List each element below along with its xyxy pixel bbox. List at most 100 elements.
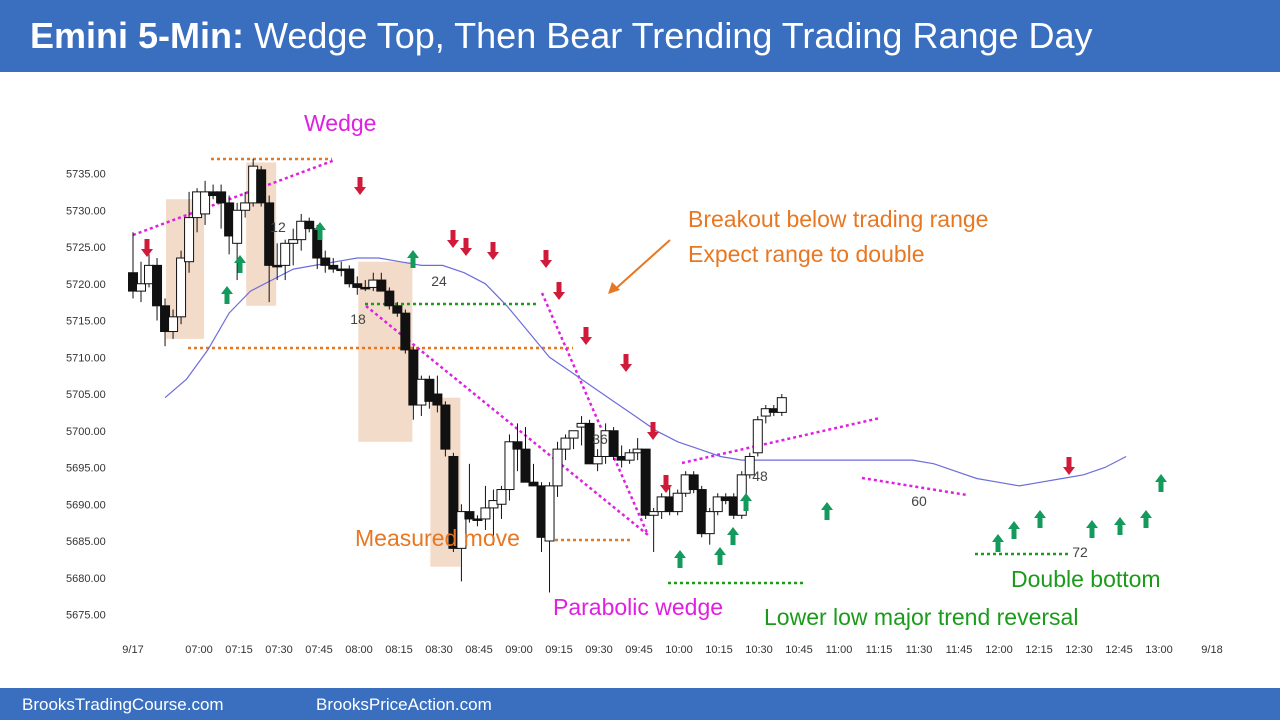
x-tick-label: 07:45 [305, 644, 333, 656]
annotation-double-bottom: Double bottom [1011, 566, 1161, 592]
x-tick-label: 9/18 [1201, 644, 1222, 656]
bar-count-label: 18 [350, 311, 366, 327]
bull-candle [184, 217, 195, 263]
y-tick-label: 5685.00 [66, 536, 106, 548]
footer-bar: BrooksTradingCourse.com BrooksPriceActio… [0, 688, 1280, 720]
x-tick-label: 11:00 [826, 644, 853, 656]
y-tick-label: 5720.00 [66, 279, 106, 291]
x-tick-label: 07:15 [225, 644, 253, 656]
bull-arrow-icon [674, 550, 686, 568]
x-tick-label: 09:45 [625, 644, 653, 656]
x-tick-label: 07:00 [185, 644, 213, 656]
x-tick-label: 09:00 [505, 644, 533, 656]
bull-arrow-icon [992, 534, 1004, 552]
bar-count-label: 24 [431, 273, 447, 289]
x-tick-label: 09:15 [545, 644, 573, 656]
annotation-breakout-1: Breakout below trading range [688, 206, 988, 232]
bull-candle [456, 511, 467, 549]
bull-arrow-icon [821, 502, 833, 520]
bear-arrow-icon [580, 327, 592, 345]
bull-candle [592, 455, 603, 465]
title-bold: Emini 5-Min: [30, 15, 244, 56]
bear-candle [520, 448, 531, 483]
bear-candle [304, 220, 315, 230]
x-tick-label: 12:45 [1105, 644, 1133, 656]
bear-arrow-icon [553, 282, 565, 300]
x-tick-label: 9/17 [122, 644, 143, 656]
x-tick-label: 13:00 [1145, 644, 1173, 656]
bear-candle [472, 518, 483, 521]
bull-arrow-icon [221, 286, 233, 304]
orange-arrow-line [611, 239, 671, 293]
bull-candle [168, 316, 179, 333]
x-tick-label: 08:45 [465, 644, 493, 656]
bull-candle [560, 437, 571, 450]
bull-arrow-icon [234, 255, 246, 273]
footer-right-link[interactable]: BrooksPriceAction.com [316, 695, 492, 714]
bear-candle [464, 511, 475, 520]
bear-arrow-icon [354, 177, 366, 195]
bear-candle [432, 393, 443, 406]
bear-arrow-icon [487, 242, 499, 260]
x-tick-label: 10:00 [665, 644, 693, 656]
bar-count-label: 72 [1072, 544, 1088, 560]
bull-candle [176, 257, 187, 318]
bull-candle [648, 511, 659, 516]
bull-arrow-icon [1155, 474, 1167, 492]
x-tick-label: 07:30 [265, 644, 293, 656]
bull-candle [624, 452, 635, 461]
bull-candle [704, 511, 715, 535]
bull-candle [776, 397, 787, 413]
bear-candle [256, 169, 267, 204]
bear-arrow-icon [447, 230, 459, 248]
bear-arrow-icon [1063, 457, 1075, 475]
bear-candle [352, 283, 363, 288]
bear-candle [584, 422, 595, 465]
bear-candle [128, 272, 138, 292]
bear-candle [392, 305, 403, 314]
bull-candle [712, 496, 723, 513]
bull-candle [568, 430, 579, 439]
bull-candle [552, 448, 563, 487]
annotation-lower-low: Lower low major trend reversal [764, 604, 1078, 630]
y-tick-label: 5690.00 [66, 499, 106, 511]
bear-candle [152, 264, 163, 307]
bull-arrow-icon [1008, 521, 1020, 539]
y-tick-label: 5730.00 [66, 205, 106, 217]
title-text: Wedge Top, Then Bear Trending Trading Ra… [254, 15, 1093, 56]
bull-candle [280, 242, 291, 266]
x-tick-label: 08:00 [345, 644, 373, 656]
bear-candle [376, 279, 387, 292]
x-tick-label: 12:00 [985, 644, 1013, 656]
footer-left-link[interactable]: BrooksTradingCourse.com [22, 695, 224, 714]
bear-candle [528, 481, 539, 487]
bar-count-label: 12 [270, 219, 286, 235]
bar-count-label: 60 [911, 493, 927, 509]
orange-arrow-head [608, 282, 620, 294]
bull-arrow-icon [314, 222, 326, 240]
bull-arrow-icon [1086, 520, 1098, 538]
bear-arrow-icon [660, 475, 672, 493]
bull-arrow-icon [740, 493, 752, 511]
bear-candle [272, 264, 283, 268]
annotation-parabolic-wedge: Parabolic wedge [553, 594, 723, 620]
x-tick-label: 11:15 [866, 644, 893, 656]
bear-candle [344, 268, 355, 285]
x-tick-label: 08:30 [425, 644, 453, 656]
bear-candle [384, 290, 395, 307]
bull-candle [672, 492, 683, 513]
y-tick-label: 5735.00 [66, 169, 106, 181]
bull-candle [504, 441, 515, 491]
bull-candle [544, 485, 555, 542]
bull-arrow-icon [407, 250, 419, 268]
x-tick-label: 10:15 [705, 644, 733, 656]
bull-candle [752, 419, 763, 454]
bull-candle [288, 239, 299, 244]
magenta-dotted-line [540, 292, 650, 536]
bear-candle [328, 264, 339, 270]
y-tick-label: 5710.00 [66, 352, 106, 364]
annotation-wedge: Wedge [304, 110, 376, 136]
bull-arrow-icon [714, 547, 726, 565]
bear-arrow-icon [620, 354, 632, 372]
bull-candle [296, 220, 307, 241]
